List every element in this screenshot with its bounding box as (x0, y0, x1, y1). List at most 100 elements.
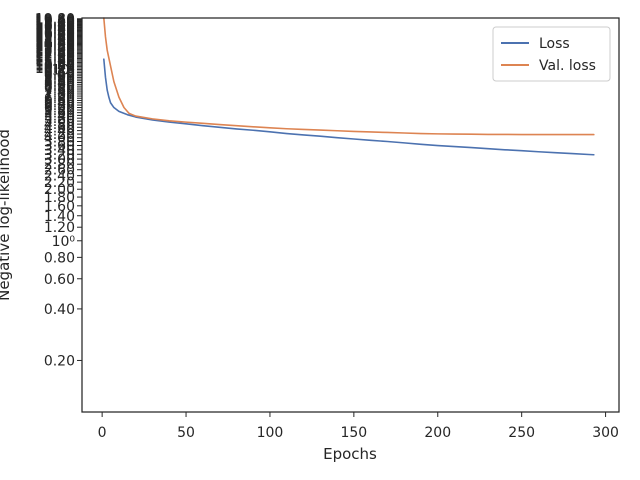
x-tick-label: 300 (592, 425, 619, 441)
y-tick-label: 10¹ (52, 63, 75, 79)
x-tick-label: 250 (508, 425, 535, 441)
y-tick-label: 0.40 (44, 302, 75, 318)
y-tick-label: 15.80 (35, 29, 75, 45)
y-tick-label: 11.20 (35, 54, 75, 70)
y-tick-label: 9.40 (44, 67, 75, 83)
y-tick-label: 3.20 (44, 147, 75, 163)
y-tick-label: 14.80 (35, 33, 75, 49)
y-tick-label: 11.40 (35, 53, 75, 69)
y-tick-label: 16.20 (35, 27, 75, 43)
y-tick-label: 5.20 (44, 111, 75, 127)
y-tick-label: 19.60 (35, 13, 75, 29)
x-tick-label: 50 (177, 425, 195, 441)
y-tick-label: 0.80 (44, 250, 75, 266)
y-tick-label: 17.20 (35, 22, 75, 38)
y-tick-label: 9.00 (44, 70, 75, 86)
y-tick-label: 6.60 (44, 93, 75, 109)
y-tick-label: 10⁰ (52, 234, 76, 250)
y-tick-label: 17.80 (35, 20, 75, 36)
y-tick-label: 16.40 (35, 26, 75, 42)
y-tick-label: 18.80 (35, 16, 75, 32)
x-tick-label: 100 (257, 425, 284, 441)
y-tick-label: 11.60 (35, 52, 75, 68)
y-tick-label: 4.00 (44, 131, 75, 147)
y-tick-label: 7.80 (44, 81, 75, 97)
y-tick-label: 18.00 (35, 19, 75, 35)
y-tick-label: 13.20 (35, 42, 75, 58)
y-tick-label: 8.40 (44, 76, 75, 92)
y-tick-label: 3.80 (44, 134, 75, 150)
y-tick-label: 12.80 (35, 44, 75, 60)
y-tick-label: 0.20 (44, 353, 75, 369)
y-tick-label: 4.40 (44, 124, 75, 140)
x-tick-label: 0 (98, 425, 107, 441)
legend-box (492, 26, 611, 82)
y-tick-label: 17.40 (35, 21, 75, 37)
y-tick-label: 7.20 (44, 87, 75, 103)
y-tick-label: 6.20 (44, 98, 75, 114)
y-tick-label: 2.80 (44, 157, 75, 173)
y-tick-label: 10.60 (35, 58, 75, 74)
y-tick-label: 14.00 (35, 38, 75, 54)
x-tick-label: 200 (424, 425, 451, 441)
y-tick-label: 0.60 (44, 272, 75, 288)
y-tick-label: 10.80 (35, 57, 75, 73)
y-tick-label: 19.20 (35, 14, 75, 30)
series-line-loss (103, 58, 595, 156)
legend: Loss Val. loss (492, 26, 611, 82)
y-tick-label: 17.00 (35, 23, 75, 39)
y-tick-label: 19.00 (35, 15, 75, 31)
legend-label: Loss (539, 36, 570, 52)
y-tick-label: 3.60 (44, 139, 75, 155)
y-tick-label: 15.00 (35, 32, 75, 48)
y-tick-label: 14.20 (35, 36, 75, 52)
y-tick-label: 13.40 (35, 41, 75, 57)
y-tick-label: 4.20 (44, 127, 75, 143)
y-tick-label: 13.60 (35, 40, 75, 56)
y-tick-label: 19.40 (35, 13, 75, 29)
y-tick-label: 12.40 (35, 47, 75, 63)
y-axis-ticks: 0.200.400.600.8010⁰1.201.401.601.802.002… (35, 12, 82, 369)
legend-label: Val. loss (539, 58, 596, 74)
y-tick-label: 18.60 (35, 16, 75, 32)
y-tick-label: 8.60 (44, 74, 75, 90)
y-tick-label: 13.80 (35, 39, 75, 55)
y-tick-label: 18.40 (35, 17, 75, 33)
y-tick-label: 15.20 (35, 31, 75, 47)
series-line-val-loss (103, 17, 595, 136)
y-tick-label: 11.00 (35, 55, 75, 71)
y-tick-label: 4.60 (44, 120, 75, 136)
x-axis-label: Epochs (323, 445, 377, 463)
y-tick-label: 18.20 (35, 18, 75, 34)
y-tick-label: 14.60 (35, 34, 75, 50)
y-tick-label: 12.00 (35, 49, 75, 65)
y-axis-label: Negative log-likelihood (0, 129, 13, 301)
y-tick-label: 5.40 (44, 108, 75, 124)
y-tick-label: 8.20 (44, 77, 75, 93)
y-tick-label: 2.20 (44, 175, 75, 191)
y-tick-label: 1.40 (44, 209, 75, 225)
y-tick-label: 2.40 (44, 169, 75, 185)
y-tick-label: 8.80 (44, 72, 75, 88)
y-tick-label: 1.20 (44, 220, 75, 236)
y-tick-label: 15.60 (35, 29, 75, 45)
y-tick-label: 10.40 (35, 60, 75, 76)
y-tick-label: 5.60 (44, 106, 75, 122)
y-tick-label: 6.00 (44, 101, 75, 117)
y-tick-label: 8.00 (44, 79, 75, 95)
y-tick-label: 16.00 (35, 28, 75, 44)
y-tick-label: 1.80 (44, 190, 75, 206)
y-tick-label: 13.00 (35, 43, 75, 59)
y-tick-label: 2.60 (44, 163, 75, 179)
y-tick-label: 16.60 (35, 25, 75, 41)
y-tick-label: 6.40 (44, 96, 75, 112)
y-tick-label: 3.00 (44, 152, 75, 168)
y-tick-label: 12.20 (35, 48, 75, 64)
series-layer (103, 17, 595, 156)
y-tick-label: 14.40 (35, 35, 75, 51)
y-tick-label: 1.60 (44, 199, 75, 215)
y-tick-label: 11.80 (35, 50, 75, 66)
y-tick-label: 9.60 (44, 66, 75, 82)
y-tick-label: 7.60 (44, 83, 75, 99)
